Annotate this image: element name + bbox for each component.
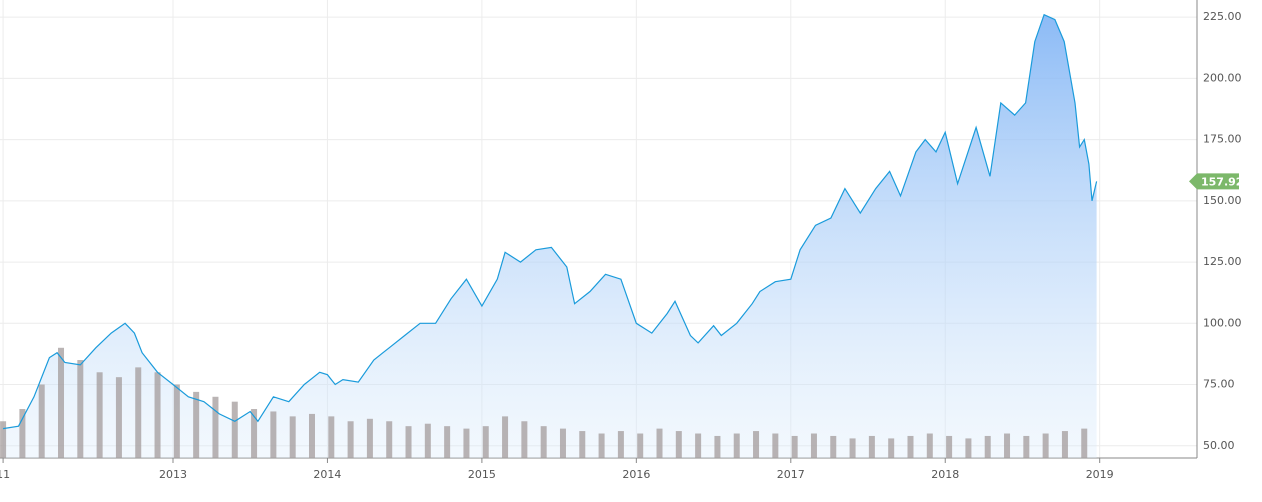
volume-bar bbox=[714, 435, 721, 458]
volume-bar bbox=[1023, 435, 1030, 458]
volume-bar bbox=[1042, 433, 1049, 458]
volume-bar bbox=[347, 421, 354, 458]
x-tick-label: 11 bbox=[0, 468, 10, 481]
volume-bar bbox=[907, 435, 914, 458]
volume-bar bbox=[77, 360, 84, 458]
volume-bar bbox=[579, 431, 586, 458]
volume-bar bbox=[849, 438, 856, 458]
volume-bar bbox=[231, 401, 238, 458]
y-tick-label: 50.00 bbox=[1203, 439, 1235, 452]
y-tick-label: 100.00 bbox=[1203, 316, 1242, 329]
y-tick-label: 225.00 bbox=[1203, 10, 1242, 23]
volume-bar bbox=[154, 372, 161, 458]
x-tick-label: 2017 bbox=[777, 468, 805, 481]
volume-bar bbox=[115, 377, 122, 458]
y-tick-label: 150.00 bbox=[1203, 194, 1242, 207]
volume-bar bbox=[328, 416, 335, 458]
volume-bar bbox=[173, 384, 180, 458]
y-tick-label: 75.00 bbox=[1203, 378, 1235, 391]
volume-bar bbox=[19, 409, 26, 458]
x-tick-label: 2018 bbox=[931, 468, 959, 481]
volume-bar bbox=[212, 396, 219, 458]
volume-bar bbox=[58, 347, 65, 458]
volume-bar bbox=[193, 391, 200, 458]
volume-bar bbox=[772, 433, 779, 458]
volume-bar bbox=[791, 435, 798, 458]
x-tick-label: 2019 bbox=[1086, 468, 1114, 481]
x-tick-label: 2013 bbox=[159, 468, 187, 481]
y-tick-label: 200.00 bbox=[1203, 71, 1242, 84]
volume-bar bbox=[521, 421, 528, 458]
volume-bar bbox=[753, 431, 760, 458]
volume-bar bbox=[617, 431, 624, 458]
volume-bar bbox=[733, 433, 740, 458]
volume-bar bbox=[424, 423, 431, 458]
volume-bar bbox=[386, 421, 393, 458]
volume-bar bbox=[540, 426, 547, 458]
x-tick-label: 2014 bbox=[313, 468, 341, 481]
volume-bar bbox=[830, 435, 837, 458]
volume-bar bbox=[598, 433, 605, 458]
volume-bar bbox=[1061, 431, 1068, 458]
volume-bar bbox=[482, 426, 489, 458]
last-price-flag bbox=[1189, 173, 1239, 190]
volume-bar bbox=[463, 428, 470, 458]
volume-bar bbox=[96, 372, 103, 458]
volume-bar bbox=[888, 438, 895, 458]
volume-bar bbox=[965, 438, 972, 458]
volume-bar bbox=[868, 435, 875, 458]
volume-bar bbox=[38, 384, 45, 458]
last-price-label: 157.92 bbox=[1201, 175, 1243, 188]
volume-bar bbox=[1081, 428, 1088, 458]
volume-bar bbox=[289, 416, 296, 458]
y-tick-label: 125.00 bbox=[1203, 255, 1242, 268]
volume-bar bbox=[559, 428, 566, 458]
volume-bar bbox=[656, 428, 663, 458]
volume-bar bbox=[810, 433, 817, 458]
volume-bar bbox=[308, 413, 315, 458]
volume-bar bbox=[251, 409, 258, 458]
volume-bar bbox=[366, 418, 373, 458]
volume-bar bbox=[675, 431, 682, 458]
volume-bar bbox=[926, 433, 933, 458]
volume-bar bbox=[135, 367, 142, 458]
volume-bar bbox=[946, 435, 953, 458]
volume-bar bbox=[984, 435, 991, 458]
volume-bar bbox=[502, 416, 509, 458]
volume-bar bbox=[637, 433, 644, 458]
volume-bar bbox=[0, 421, 7, 458]
volume-bar bbox=[695, 433, 702, 458]
area-fill bbox=[3, 14, 1097, 458]
x-tick-label: 2015 bbox=[468, 468, 496, 481]
volume-bar bbox=[444, 426, 451, 458]
volume-bar bbox=[270, 411, 277, 458]
y-tick-label: 175.00 bbox=[1203, 133, 1242, 146]
price-line bbox=[3, 13, 1098, 430]
volume-bar bbox=[1004, 433, 1011, 458]
x-tick-label: 2016 bbox=[622, 468, 650, 481]
volume-bar bbox=[405, 426, 412, 458]
